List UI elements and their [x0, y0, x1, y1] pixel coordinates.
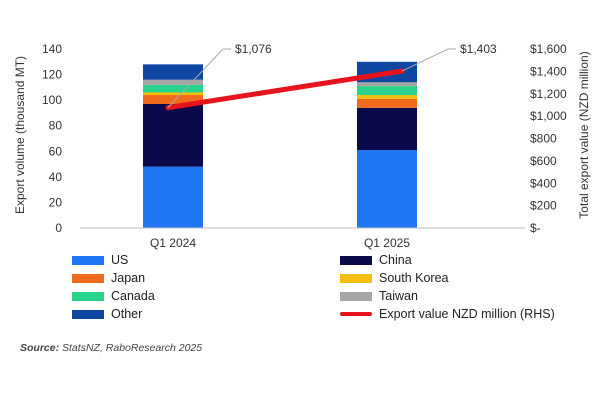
y2-axis-title: Total export value (NZD million) [577, 51, 591, 218]
legend-item-export-value-nzd-million-rhs: Export value NZD million (RHS) [340, 307, 555, 321]
bar-segment-japan [357, 98, 417, 108]
bar-segment-taiwan [357, 82, 417, 87]
bar-segment-china [357, 107, 417, 151]
source-note: Source: StatsNZ, RaboResearch 2025 [20, 342, 202, 354]
source-text: StatsNZ, RaboResearch 2025 [62, 342, 203, 354]
y2-tick-label: $1,000 [530, 109, 567, 123]
legend-swatch [72, 309, 104, 319]
bar-segment-china [143, 103, 203, 167]
legend-item-taiwan: Taiwan [340, 289, 418, 303]
legend-swatch [72, 255, 104, 265]
legend-label: Other [111, 307, 143, 321]
y-tick-label: 140 [42, 42, 62, 56]
legend-item-south-korea: South Korea [340, 271, 449, 285]
y2-tick-label: $400 [530, 176, 557, 190]
legend-label: China [379, 253, 412, 267]
y-tick-label: 100 [42, 93, 62, 107]
value-annotation: $1,076 [235, 42, 272, 56]
y2-tick-label: $1,200 [530, 87, 567, 101]
legend-label: South Korea [379, 271, 449, 285]
x-tick-label: Q1 2024 [150, 236, 196, 250]
right-axis-ticks: $- $200 $400 $600 $800 $1,000 $1,200 $1,400 $1,6… [530, 42, 567, 235]
bar-segment-taiwan [143, 79, 203, 85]
category-labels: Q1 2024 Q1 2025 [150, 236, 410, 250]
y-tick-label: 60 [49, 144, 63, 158]
y-axis-title: Export volume (thousand MT) [13, 56, 27, 214]
export-value-line-layer: $1,076 $1,403 [165, 42, 497, 111]
value-annotation: $1,403 [460, 42, 497, 56]
bar-segment-japan [143, 95, 203, 104]
source-label: Source: [20, 342, 60, 354]
y2-tick-label: $- [530, 221, 541, 235]
y-tick-label: 20 [49, 195, 63, 209]
legend-swatch [72, 291, 104, 301]
bar-segment-south-korea [143, 92, 203, 96]
legend-swatch [340, 273, 372, 283]
legend-swatch [340, 255, 372, 265]
legend-label: Taiwan [379, 289, 418, 303]
legend-label: Export value NZD million (RHS) [379, 307, 555, 321]
bar-segment-us [357, 150, 417, 228]
chart-area: 0 20 40 60 80 100 120 140 $- $200 $400 $600 $800 $1,… [13, 42, 591, 250]
legend-label: Canada [111, 289, 155, 303]
bar-segment-us [143, 166, 203, 228]
left-axis-ticks: 0 20 40 60 80 100 120 140 [42, 42, 62, 235]
legend-item-us: US [72, 253, 128, 267]
legend-item-china: China [340, 253, 412, 267]
x-tick-label: Q1 2025 [364, 236, 410, 250]
legend-swatch [72, 273, 104, 283]
bars-layer [143, 61, 417, 228]
bar-segment-canada [357, 86, 417, 96]
y-tick-label: 0 [55, 221, 62, 235]
legend-label: US [111, 253, 129, 267]
bar-segment-other [143, 64, 203, 80]
y-tick-label: 40 [49, 170, 63, 184]
annotation-leader-line [401, 48, 456, 72]
legend-swatch [340, 312, 372, 316]
bar-segment-south-korea [357, 95, 417, 99]
y2-tick-label: $200 [530, 199, 557, 213]
y-tick-label: 80 [49, 119, 63, 133]
y2-tick-label: $600 [530, 154, 557, 168]
annotation-leader-line [167, 48, 231, 108]
legend-item-japan: Japan [72, 271, 145, 285]
y2-tick-label: $800 [530, 132, 557, 146]
legend-item-other: Other [72, 307, 142, 321]
legend-swatch [340, 291, 372, 301]
y-tick-label: 120 [42, 68, 62, 82]
y2-tick-label: $1,400 [530, 64, 567, 78]
bar-segment-canada [143, 84, 203, 93]
y2-tick-label: $1,600 [530, 42, 567, 56]
export-value-line [165, 68, 405, 111]
legend-label: Japan [111, 271, 146, 285]
legend-item-canada: Canada [72, 289, 155, 303]
